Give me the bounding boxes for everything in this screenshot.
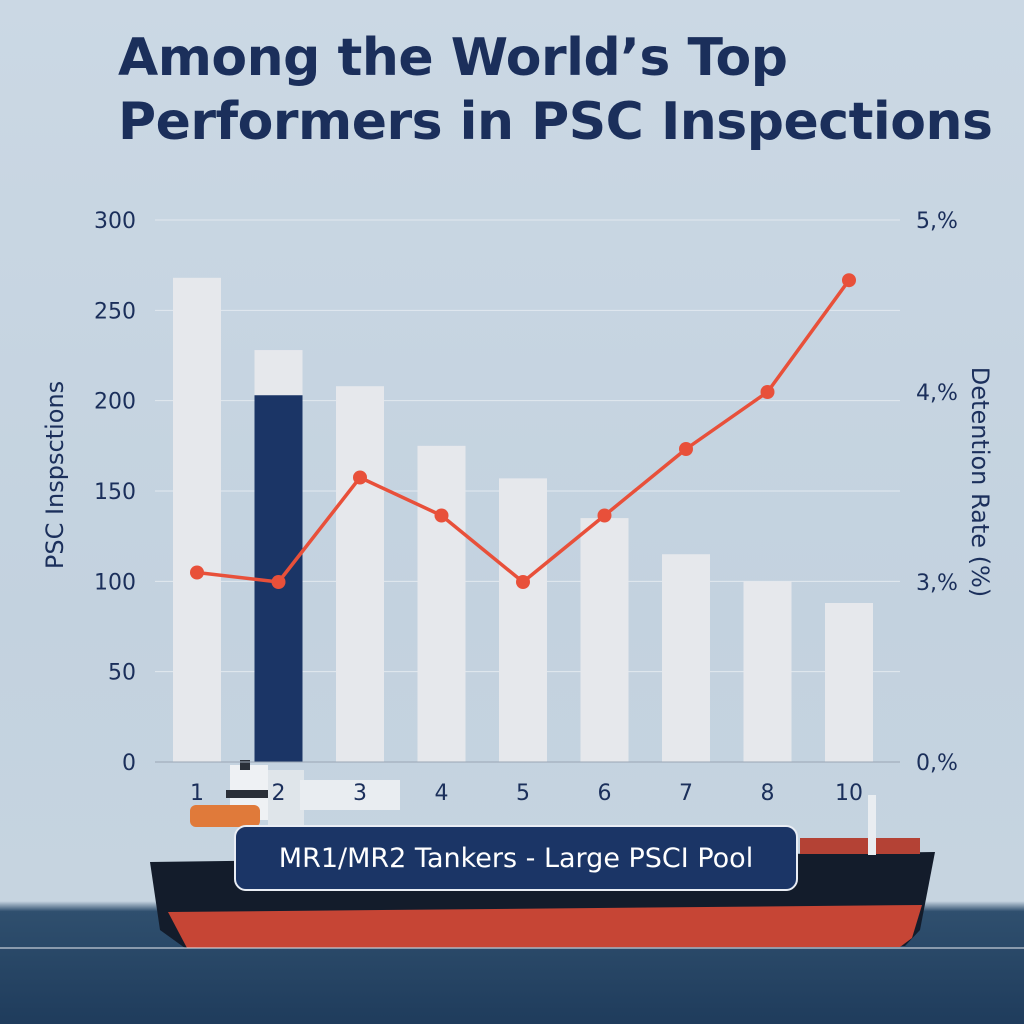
x-tick-label: 1 (190, 781, 204, 806)
left-axis-ticks: 300 250 200 150 100 50 0 (94, 209, 136, 776)
line-point (516, 575, 530, 589)
x-axis-ticks: 1 2 3 4 5 6 7 8 10 (190, 781, 863, 806)
x-tick-label: 10 (835, 781, 863, 806)
line-point (679, 442, 693, 456)
y-axis-label-left: PSC Inspsctions (41, 381, 69, 569)
y-right-tick-label: 3,% (916, 571, 958, 596)
line-series (190, 273, 856, 589)
y-tick-label: 100 (94, 570, 136, 595)
y-right-tick-label: 4,% (916, 381, 958, 406)
y-tick-label: 200 (94, 390, 136, 415)
y-tick-label: 0 (122, 751, 136, 776)
line-point (353, 470, 367, 485)
x-tick-label: 5 (516, 781, 530, 806)
line-point (842, 273, 856, 288)
chart-title-line-2: Performers in PSC Inspections (118, 92, 993, 152)
bar (499, 478, 547, 762)
bar (743, 581, 792, 762)
x-tick-label: 3 (353, 781, 367, 806)
line-point (760, 385, 775, 399)
bar (580, 518, 629, 762)
line-point (434, 508, 449, 523)
y-right-tick-label: 0,% (916, 751, 958, 776)
y-right-tick-label: 5,% (916, 209, 958, 234)
y-tick-label: 300 (94, 209, 136, 234)
bar-series (173, 277, 873, 762)
y-axis-label-right: Detention Rate (%) (966, 367, 994, 597)
x-tick-label: 8 (761, 781, 775, 806)
bar (825, 603, 873, 762)
bar (173, 277, 221, 762)
y-tick-label: 250 (94, 299, 136, 324)
line-point (271, 575, 286, 589)
x-tick-label: 6 (598, 781, 612, 806)
chart-title: Among the World’s Top Performers in PSC … (118, 26, 998, 154)
chart-title-line-1: Among the World’s Top (118, 28, 788, 88)
x-tick-label: 2 (272, 781, 286, 806)
x-tick-label: 4 (435, 781, 449, 806)
y-tick-label: 150 (94, 480, 136, 505)
bar (336, 386, 384, 762)
line-point (597, 508, 612, 523)
x-tick-label: 7 (679, 781, 693, 806)
right-axis-ticks: 5,% 4,% 3,% 0,% (916, 209, 958, 776)
caption-banner: MR1/MR2 Tankers - Large PSCI Pool (234, 825, 798, 891)
caption-text: MR1/MR2 Tankers - Large PSCI Pool (278, 842, 754, 874)
line-point (190, 565, 204, 580)
y-tick-label: 50 (108, 661, 136, 686)
bar (662, 554, 710, 762)
bar (417, 445, 466, 762)
